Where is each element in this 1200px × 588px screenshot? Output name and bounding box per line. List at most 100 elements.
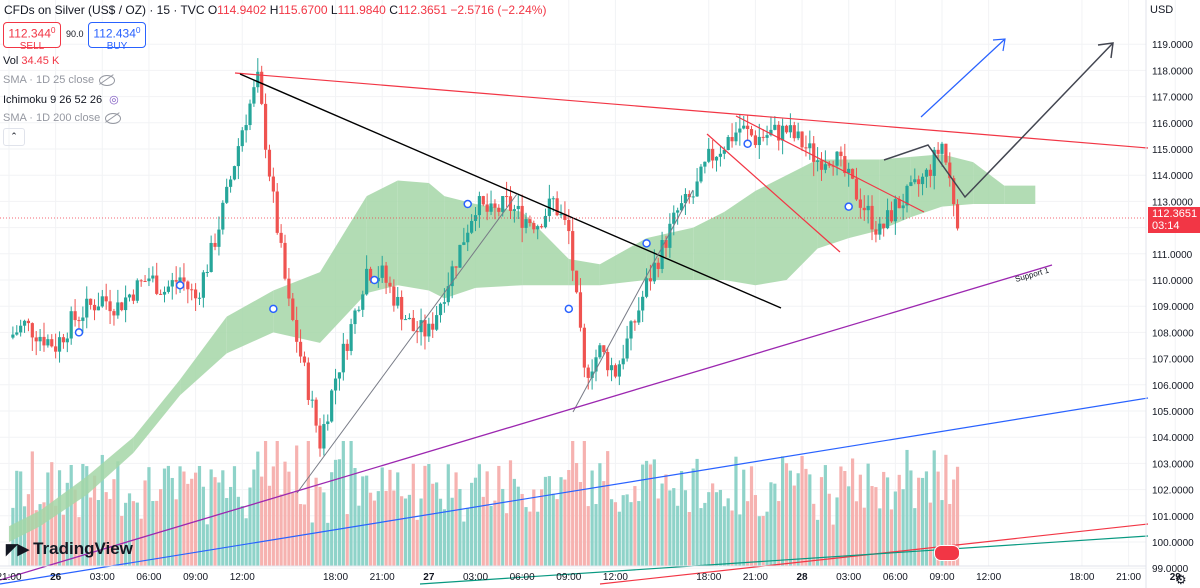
descending-trendline[interactable] bbox=[239, 73, 782, 309]
event-marker[interactable] bbox=[269, 304, 278, 314]
event-marker[interactable] bbox=[743, 139, 752, 149]
gear-icon[interactable]: ⚙ bbox=[1175, 572, 1187, 587]
sma-200-indicator[interactable]: SMA · 1D 200 close bbox=[3, 112, 122, 124]
candle-body bbox=[578, 292, 583, 328]
volume-bar bbox=[578, 481, 583, 566]
volume-bar bbox=[718, 489, 723, 566]
candle-body bbox=[260, 71, 264, 104]
volume-bar bbox=[827, 493, 831, 566]
volume-bar bbox=[57, 470, 62, 566]
x-tick-label: 12:00 bbox=[603, 572, 628, 583]
volume-bar bbox=[38, 504, 42, 566]
volume-bar bbox=[431, 483, 435, 566]
hidden-eye-icon[interactable] bbox=[99, 74, 116, 86]
candle-body bbox=[283, 242, 287, 279]
sell-button[interactable]: 112.3440 SELL bbox=[3, 22, 61, 52]
volume-bar bbox=[528, 511, 532, 566]
volume-bar bbox=[656, 498, 660, 566]
green-lower-trendline[interactable] bbox=[419, 535, 1149, 585]
volume-bar bbox=[726, 498, 730, 566]
hidden-eye-icon[interactable] bbox=[105, 112, 122, 124]
candle-body bbox=[38, 336, 42, 342]
collapse-legend-button[interactable]: ⌃ bbox=[3, 128, 25, 146]
candle-body bbox=[625, 338, 629, 359]
volume-bar bbox=[928, 502, 932, 566]
projection-path[interactable] bbox=[883, 42, 1114, 199]
candle-body bbox=[878, 223, 882, 235]
candle-body bbox=[493, 203, 497, 208]
volume-bar bbox=[120, 515, 124, 566]
candle-body bbox=[248, 103, 252, 126]
volume-bar bbox=[108, 498, 112, 566]
ichimoku-indicator[interactable]: Ichimoku 9 26 52 26 ◎ bbox=[3, 94, 119, 106]
volume-bar bbox=[462, 521, 466, 566]
volume-bar bbox=[361, 476, 365, 566]
volume-bar bbox=[831, 524, 835, 566]
candle-body bbox=[924, 169, 929, 177]
volume-indicator[interactable]: Vol 34.45 K bbox=[3, 55, 60, 67]
support-line[interactable] bbox=[0, 264, 1053, 581]
candle-body bbox=[613, 365, 618, 377]
candle-body bbox=[481, 196, 485, 205]
candle-body bbox=[147, 278, 151, 282]
buy-button[interactable]: 112.4340 BUY bbox=[88, 22, 146, 52]
candle-body bbox=[228, 179, 233, 187]
volume-bar bbox=[209, 469, 213, 566]
current-price-label: 112.3651 03:14 bbox=[1148, 207, 1200, 233]
volume-bar bbox=[920, 477, 925, 566]
event-marker[interactable] bbox=[642, 239, 651, 248]
event-marker[interactable] bbox=[175, 280, 185, 290]
volume-bar bbox=[617, 511, 621, 566]
candle-body bbox=[819, 160, 824, 170]
y-tick-label: 119.0000 bbox=[1152, 40, 1193, 51]
volume-bar bbox=[850, 458, 855, 566]
event-marker[interactable] bbox=[74, 328, 84, 337]
event-marker[interactable] bbox=[463, 199, 472, 209]
event-marker[interactable] bbox=[564, 304, 574, 314]
currency-label[interactable]: USD bbox=[1150, 4, 1174, 16]
event-marker[interactable] bbox=[370, 275, 379, 285]
channel-line-2[interactable] bbox=[572, 189, 694, 413]
volume-bar bbox=[749, 466, 754, 566]
candle-body bbox=[275, 191, 279, 233]
us-flag-icon[interactable] bbox=[934, 545, 960, 561]
candle-body bbox=[796, 131, 800, 139]
volume-bar bbox=[162, 468, 167, 566]
symbol-title[interactable]: CFDs on Silver (US$ / OZ) · 15 · TVC bbox=[4, 3, 205, 17]
candle-body bbox=[594, 357, 598, 372]
candle-body bbox=[442, 302, 446, 304]
candle-body bbox=[11, 334, 15, 338]
event-marker[interactable] bbox=[844, 202, 853, 211]
channel-line-1[interactable] bbox=[296, 193, 518, 494]
cloud-segment bbox=[180, 316, 227, 396]
volume-bar bbox=[866, 463, 870, 566]
volume-bar bbox=[516, 486, 520, 566]
volume-bar bbox=[777, 501, 781, 566]
volume-bar bbox=[547, 476, 551, 566]
candle-body bbox=[641, 296, 645, 311]
cloud-segment bbox=[397, 180, 429, 291]
candle-body bbox=[648, 278, 653, 282]
candle-body bbox=[46, 339, 50, 346]
volume-bar bbox=[159, 489, 163, 566]
volume-bar bbox=[843, 470, 847, 566]
volume-bar bbox=[477, 464, 481, 566]
blue-trendline[interactable] bbox=[0, 397, 1149, 585]
candle-body bbox=[555, 198, 559, 216]
wedge-lower[interactable] bbox=[706, 133, 841, 253]
blue-arrow[interactable] bbox=[920, 38, 1006, 118]
volume-bar bbox=[454, 472, 458, 566]
x-tick-label: 12:00 bbox=[976, 572, 1001, 583]
wedge-upper[interactable] bbox=[735, 115, 925, 213]
x-tick-label: 06:00 bbox=[510, 572, 535, 583]
candle-body bbox=[574, 270, 579, 293]
sma-25-indicator[interactable]: SMA · 1D 25 close bbox=[3, 74, 116, 86]
resistance-trendline[interactable] bbox=[234, 72, 1149, 149]
candle-body bbox=[792, 125, 796, 139]
candle-body bbox=[345, 343, 349, 351]
candle-body bbox=[57, 337, 62, 352]
candle-body bbox=[92, 304, 97, 311]
volume-bar bbox=[633, 486, 637, 566]
volume-bar bbox=[590, 470, 594, 566]
